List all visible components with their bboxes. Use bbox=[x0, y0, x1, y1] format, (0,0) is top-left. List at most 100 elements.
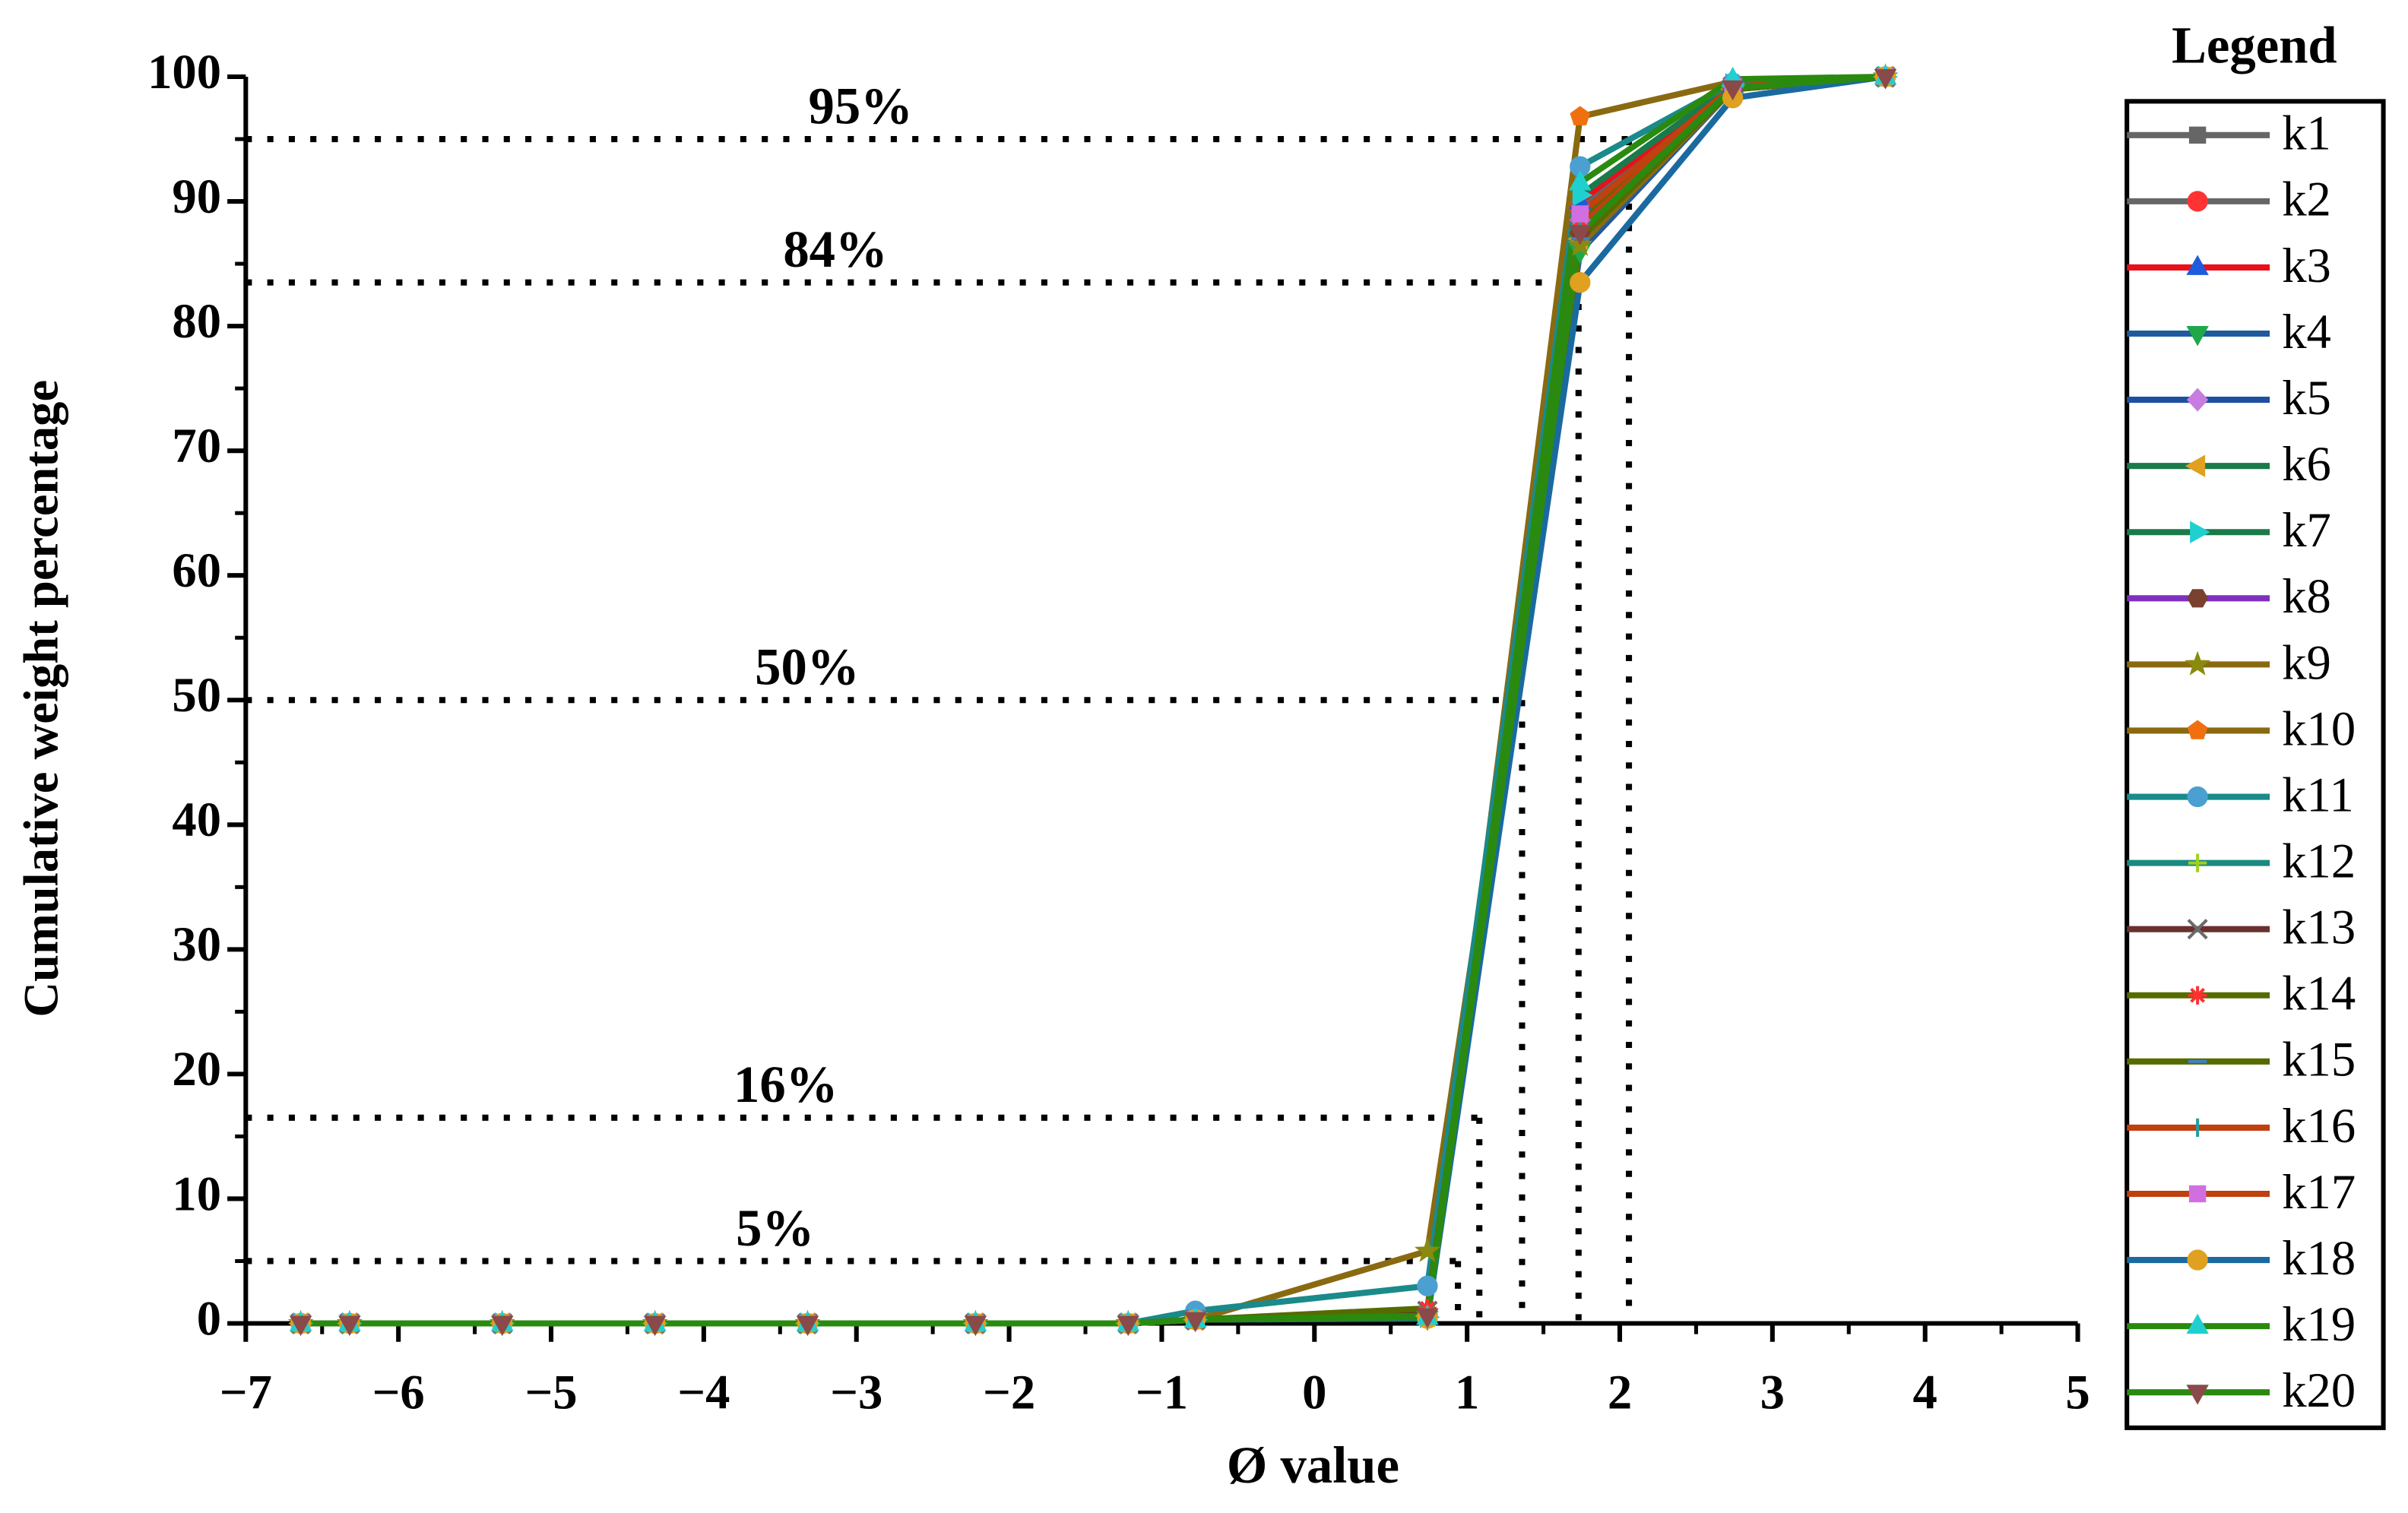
x-tick-label: 4 bbox=[1913, 1364, 1937, 1419]
marker bbox=[964, 1315, 987, 1336]
y-tick-label: 70 bbox=[172, 418, 221, 473]
legend-marker bbox=[2186, 326, 2209, 347]
marker bbox=[796, 1315, 819, 1336]
legend-marker bbox=[2186, 1385, 2209, 1405]
legend-marker bbox=[2187, 720, 2208, 739]
reference-label: 16% bbox=[733, 1056, 838, 1113]
legend-marker bbox=[2188, 853, 2207, 872]
legend-label: k5 bbox=[2282, 370, 2331, 425]
marker bbox=[1117, 1315, 1139, 1336]
x-tick-label: −3 bbox=[830, 1364, 882, 1419]
y-tick-label: 40 bbox=[172, 792, 221, 847]
y-tick-label: 10 bbox=[172, 1166, 221, 1220]
series-line bbox=[300, 73, 1886, 1327]
x-tick-label: 5 bbox=[2065, 1364, 2090, 1419]
series-line bbox=[300, 73, 1886, 1327]
series-line bbox=[300, 73, 1886, 1327]
legend-label: k16 bbox=[2282, 1098, 2356, 1153]
x-tick-label: 3 bbox=[1760, 1364, 1785, 1419]
legend-marker bbox=[2187, 1249, 2208, 1271]
legend-label: k7 bbox=[2282, 502, 2331, 557]
reference-label: 84% bbox=[783, 220, 887, 278]
legend-label: k11 bbox=[2282, 767, 2354, 821]
y-tick-label: 100 bbox=[147, 44, 221, 99]
legend-label: k13 bbox=[2282, 900, 2356, 954]
legend-label: k19 bbox=[2282, 1296, 2356, 1351]
legend-marker bbox=[2187, 191, 2208, 212]
legend-marker bbox=[2187, 919, 2208, 940]
reference-label: 5% bbox=[736, 1199, 814, 1257]
legend-title: Legend bbox=[2172, 16, 2337, 74]
legend-label: k10 bbox=[2282, 701, 2356, 755]
marker bbox=[338, 1315, 361, 1336]
legend-marker bbox=[2185, 650, 2211, 676]
y-tick-label: 90 bbox=[172, 169, 221, 223]
series-line bbox=[300, 73, 1886, 1327]
legend-marker bbox=[2186, 1313, 2209, 1334]
legend-label: k17 bbox=[2282, 1164, 2356, 1219]
x-tick-label: 2 bbox=[1608, 1364, 1632, 1419]
x-tick-label: 1 bbox=[1455, 1364, 1479, 1419]
marker bbox=[1570, 106, 1591, 125]
legend-label: k8 bbox=[2282, 568, 2331, 623]
marker bbox=[289, 1315, 312, 1336]
y-tick-label: 30 bbox=[172, 916, 221, 971]
marker bbox=[1569, 170, 1592, 191]
series-line bbox=[300, 73, 1886, 1327]
legend-label: k6 bbox=[2282, 436, 2331, 491]
series-line bbox=[300, 73, 1886, 1327]
marker bbox=[1571, 205, 1589, 223]
y-tick-label: 80 bbox=[172, 293, 221, 348]
x-tick-label: −7 bbox=[220, 1364, 272, 1419]
marker bbox=[643, 1315, 667, 1336]
marker bbox=[1874, 69, 1897, 90]
legend-label: k9 bbox=[2282, 635, 2331, 689]
legend-box bbox=[2124, 99, 2386, 1430]
marker bbox=[1569, 225, 1592, 245]
legend-marker bbox=[2190, 521, 2210, 543]
marker bbox=[1721, 80, 1744, 101]
legend-label: k20 bbox=[2282, 1363, 2356, 1417]
series-line bbox=[300, 73, 1886, 1327]
legend-label: k2 bbox=[2282, 172, 2331, 226]
legend-label: k15 bbox=[2282, 1032, 2356, 1087]
marker bbox=[491, 1315, 514, 1336]
series-line bbox=[300, 73, 1886, 1327]
marker bbox=[1570, 272, 1591, 293]
legend-label: k14 bbox=[2282, 966, 2356, 1021]
marker bbox=[1572, 184, 1593, 207]
series-line bbox=[300, 73, 1886, 1327]
x-tick-label: −6 bbox=[372, 1364, 425, 1419]
legend-marker bbox=[2188, 986, 2207, 1005]
series-line bbox=[300, 73, 1886, 1327]
legend-label: k3 bbox=[2282, 238, 2331, 293]
legend-marker bbox=[2186, 255, 2209, 275]
y-axis-label: Cumulative weight percentage bbox=[14, 380, 68, 1018]
legend-marker bbox=[2188, 126, 2207, 144]
x-axis-label: Ø value bbox=[1227, 1436, 1399, 1494]
reference-label: 50% bbox=[755, 638, 859, 696]
series-line bbox=[300, 73, 1886, 1327]
series-line bbox=[300, 73, 1886, 1327]
marker bbox=[1414, 1237, 1440, 1262]
marker bbox=[1183, 1312, 1207, 1333]
series-line bbox=[300, 74, 1887, 1327]
series-line bbox=[300, 73, 1886, 1327]
series-line bbox=[300, 73, 1886, 1327]
series-line bbox=[300, 73, 1886, 1327]
legend-label: k12 bbox=[2282, 833, 2356, 888]
reference-label: 95% bbox=[808, 77, 912, 135]
legend-marker bbox=[2187, 589, 2209, 608]
x-tick-label: −5 bbox=[524, 1364, 577, 1419]
marker bbox=[1417, 1275, 1438, 1296]
legend-marker bbox=[2185, 454, 2206, 477]
legend-marker bbox=[2188, 1185, 2207, 1203]
series-line bbox=[300, 73, 1886, 1327]
y-tick-label: 20 bbox=[172, 1041, 221, 1096]
x-tick-label: −4 bbox=[677, 1364, 730, 1419]
y-tick-label: 60 bbox=[172, 543, 221, 597]
series-line bbox=[300, 73, 1886, 1327]
legend-marker bbox=[2186, 388, 2209, 412]
legend-label: k1 bbox=[2282, 106, 2331, 160]
